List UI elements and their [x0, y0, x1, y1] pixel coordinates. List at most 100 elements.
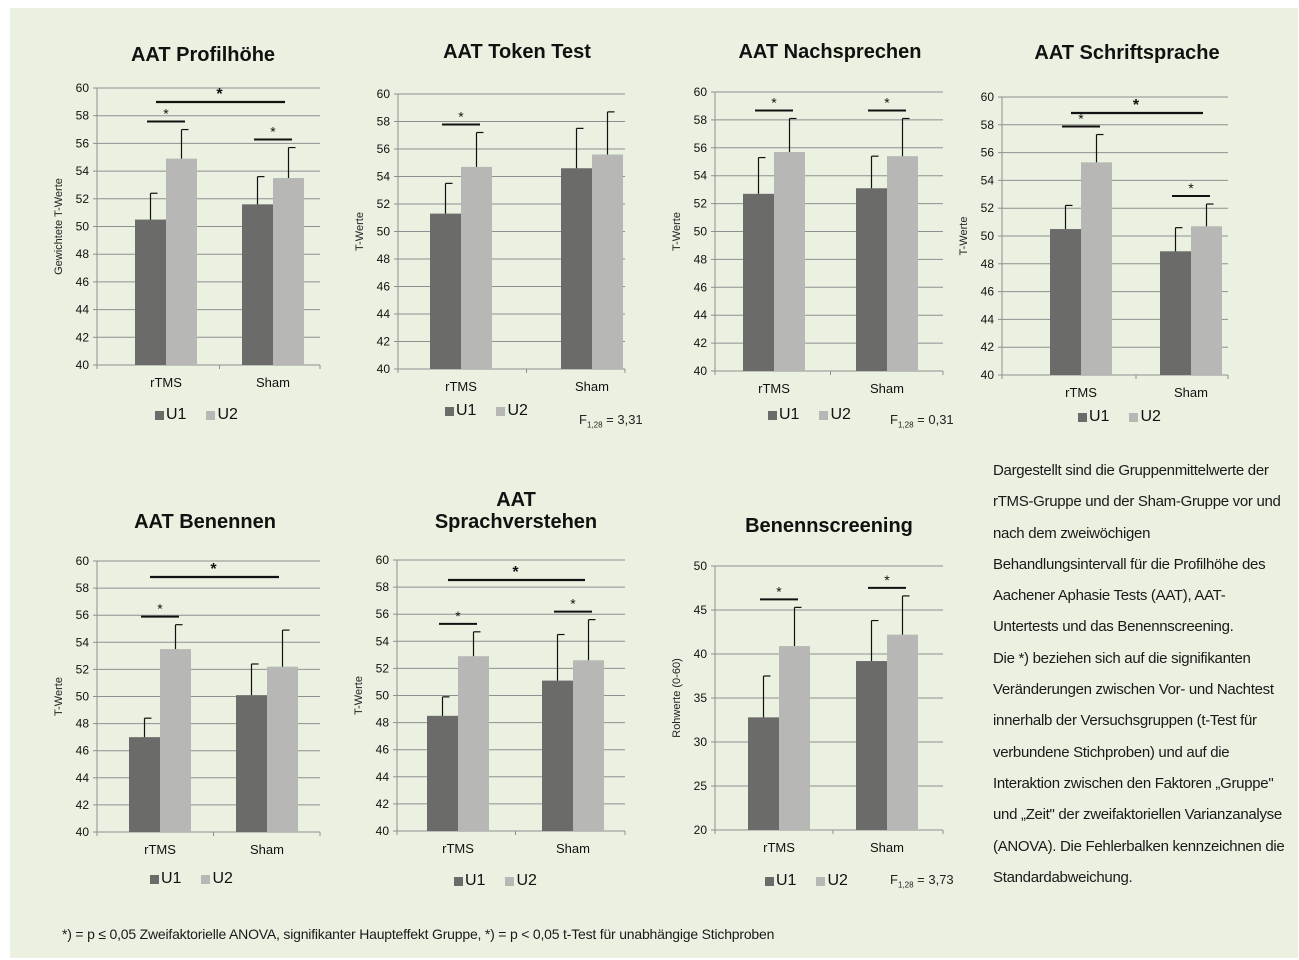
legend-swatch [496, 406, 506, 416]
y-tick-label: 58 [376, 580, 390, 594]
x-category-label: Sham [256, 375, 290, 390]
legend-label: U1 [465, 872, 486, 889]
y-tick-label: 58 [377, 115, 391, 129]
legend-item-u1: U1 [768, 406, 799, 424]
y-tick-label: 48 [694, 252, 708, 266]
y-tick-label: 42 [376, 797, 390, 811]
y-tick-label: 48 [76, 717, 90, 731]
bar-u1-sham [542, 680, 573, 831]
y-axis-label: T-Werte [958, 217, 970, 256]
bar-u1-sham [236, 695, 267, 832]
legend-label: U1 [161, 870, 182, 887]
chart-legend: U1 U2 [1078, 408, 1161, 426]
y-tick-label: 35 [694, 691, 708, 705]
bar-u1-rtms [129, 737, 160, 832]
chart-3: 40 42 44 46 48 50 52 54 56 58 60 T-Werte rTMS * Sham * * [958, 90, 1229, 400]
y-tick-label: 42 [981, 340, 995, 354]
chart-legend: U1 U2 [155, 406, 238, 424]
bar-u2-rtms [160, 649, 191, 832]
y-tick-label: 46 [376, 743, 390, 757]
sig-star-within: * [157, 601, 163, 617]
chart-2: 40 42 44 46 48 50 52 54 56 58 60 T-Werte rTMS * Sham * [671, 85, 944, 396]
bar-u2-sham [887, 156, 918, 371]
y-tick-label: 52 [76, 662, 90, 676]
legend-swatch [505, 876, 515, 886]
y-tick-label: 56 [376, 607, 390, 621]
sig-star-within: * [570, 596, 576, 612]
chart-6: 20 25 30 35 40 45 50 Rohwerte (0-60) rTMS * Sham * [671, 559, 944, 855]
bar-u2-rtms [779, 646, 810, 830]
y-axis-label: T-Werte [53, 677, 65, 716]
y-axis-label: T-Werte [671, 212, 683, 251]
y-tick-label: 46 [694, 280, 708, 294]
x-category-label: rTMS [442, 841, 474, 856]
chart-1: 40 42 44 46 48 50 52 54 56 58 60 T-Werte rTMS * Sham [354, 87, 626, 394]
y-axis-label: Rohwerte (0-60) [671, 658, 683, 737]
legend-item-u2: U2 [496, 402, 528, 420]
legend-swatch [445, 406, 454, 416]
y-tick-label: 60 [377, 87, 391, 101]
y-tick-label: 44 [981, 312, 995, 326]
legend-label: U1 [1089, 408, 1110, 425]
legend-item-u1: U1 [155, 406, 186, 424]
legend-label: U2 [830, 406, 851, 423]
legend-item-u1: U1 [1078, 408, 1109, 426]
chart-title: Benennscreening [745, 515, 913, 537]
y-tick-label: 25 [694, 779, 708, 793]
y-tick-label: 40 [376, 824, 390, 838]
chart-title: AAT Sprachverstehen [434, 489, 598, 533]
chart-title: AAT Token Test [443, 41, 591, 63]
y-tick-label: 58 [981, 118, 995, 132]
y-tick-label: 56 [76, 136, 90, 150]
description-paragraph-2: Die *) beziehen sich auf die signifikant… [993, 649, 1285, 886]
sig-star-within: * [884, 572, 890, 588]
legend-swatch [768, 410, 777, 420]
sig-star-within: * [1188, 180, 1194, 196]
x-category-label: Sham [575, 379, 609, 394]
x-category-label: rTMS [758, 381, 790, 396]
y-tick-label: 40 [694, 364, 708, 378]
f-statistic: F1,28 = 3,31 [579, 412, 643, 430]
bar-u2-sham [592, 154, 623, 369]
y-tick-label: 44 [377, 307, 391, 321]
y-tick-label: 56 [694, 141, 708, 155]
bar-u2-sham [887, 634, 918, 830]
chart-legend: U1 U2 [765, 872, 848, 890]
legend-item-u1: U1 [150, 870, 181, 888]
legend-item-u1: U1 [454, 872, 485, 890]
y-tick-label: 60 [76, 81, 90, 95]
y-tick-label: 46 [76, 275, 90, 289]
y-tick-label: 58 [76, 109, 90, 123]
x-category-label: rTMS [445, 379, 477, 394]
chart-title: AAT Benennen [134, 511, 276, 533]
f-statistic: F1,28 = 0,31 [890, 412, 954, 430]
chart-legend: U1 U2 [768, 406, 851, 424]
sig-star-within: * [771, 95, 777, 111]
y-tick-label: 50 [694, 225, 708, 239]
chart-title: AAT Profilhöhe [130, 44, 276, 66]
footnote: *) = p ≤ 0,05 Zweifaktorielle ANOVA, sig… [62, 926, 775, 942]
y-tick-label: 50 [376, 689, 390, 703]
y-tick-label: 30 [694, 735, 708, 749]
y-axis-label: T-Werte [354, 212, 366, 251]
legend-swatch [201, 874, 211, 884]
sig-star-between: * [512, 564, 519, 581]
y-tick-label: 54 [376, 634, 390, 648]
legend-item-u2: U2 [201, 870, 233, 888]
bar-u1-sham [856, 188, 887, 371]
y-tick-label: 54 [694, 169, 708, 183]
bar-u1-sham [856, 661, 887, 830]
sig-star-between: * [216, 86, 223, 103]
bar-u2-rtms [458, 656, 489, 831]
legend-swatch [816, 876, 826, 886]
y-tick-label: 48 [377, 252, 391, 266]
y-tick-label: 52 [76, 192, 90, 206]
y-tick-label: 20 [694, 823, 708, 837]
sig-star-within: * [163, 106, 169, 122]
y-tick-label: 56 [377, 142, 391, 156]
bar-u2-sham [273, 178, 304, 365]
y-tick-label: 46 [981, 285, 995, 299]
y-tick-label: 40 [694, 647, 708, 661]
chart-0: 40 42 44 46 48 50 52 54 56 58 60 Gewichtete T-Werte… [53, 81, 321, 390]
description-paragraph-1: Dargestellt sind die Gruppenmittelwerte … [993, 462, 1281, 636]
